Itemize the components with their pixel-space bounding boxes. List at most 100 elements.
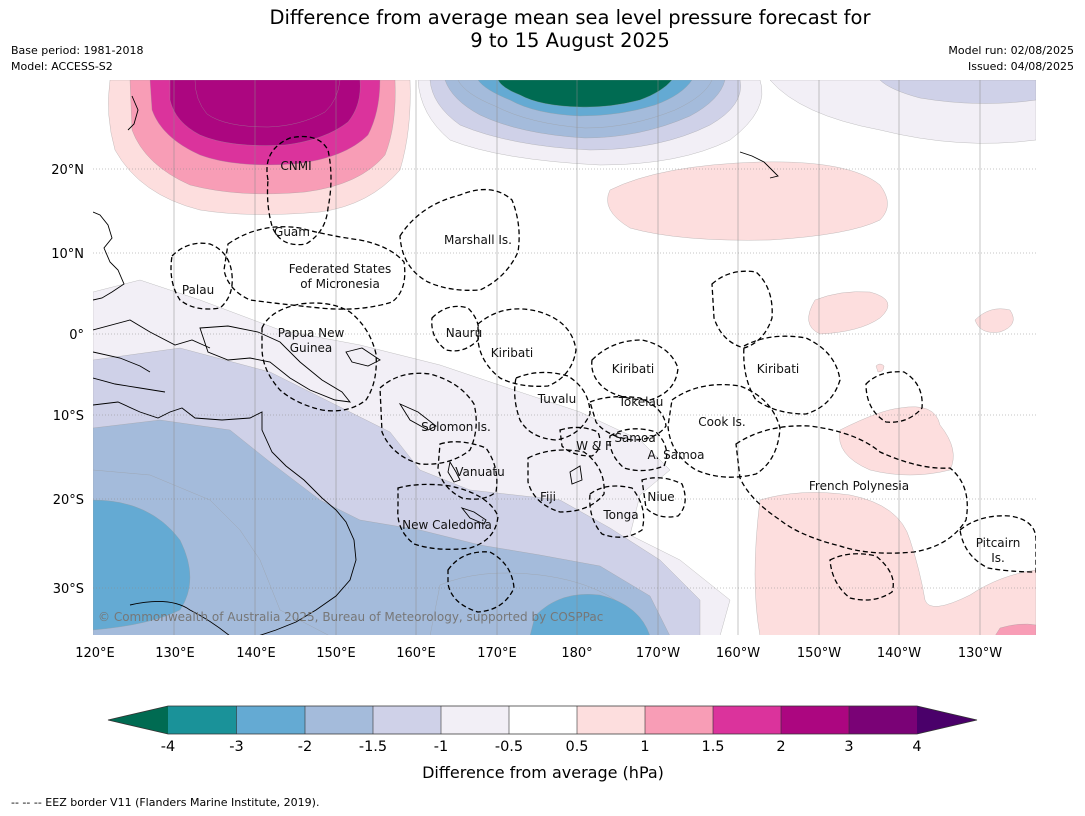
new-britain-coast [345,347,381,367]
eez-niue [641,477,686,518]
graticule [173,80,981,635]
colorbar-label: Difference from average (hPa) [422,763,664,782]
label-samoa: Samoa [614,431,655,445]
anomaly-contour [974,308,1014,333]
copyright-notice: © Commonwealth of Australia 2025, Bureau… [98,610,603,624]
colorbar-swatch [781,706,849,734]
eez-vanuatu [437,441,498,500]
colorbar-high-arrow [917,706,977,734]
eez-kiribati-west [477,308,577,387]
label-wallis-futuna: W & F [576,439,612,453]
anomaly-contour [194,80,341,128]
fiji-coast [569,465,583,485]
eez-tonga [589,485,645,538]
lon-tick: 170°E [477,646,517,661]
lon-tick: 150°W [797,646,841,661]
latitude-tick-labels: 20°N 10°N 0° 10°S 20°S 30°S [51,163,84,597]
anomaly-contour [879,80,1036,104]
eez-solomon [379,372,477,465]
title-line-1: Difference from average mean sea level p… [269,6,871,29]
colorbar-tick: 1 [640,739,649,755]
eez-french-polynesia [735,425,968,554]
label-palau: Palau [182,283,214,297]
label-kiribati-west: Kiribati [491,346,533,360]
lon-tick: 160°W [716,646,760,661]
eez-pitcairn [959,515,1036,573]
low-pressure-southwest [93,279,731,635]
label-png-2: Guinea [290,341,333,355]
label-pitcairn-2: Is. [991,551,1005,565]
eez-cnmi-guam [266,135,332,246]
anomaly-contour [839,406,954,476]
lat-tick: 0° [69,328,84,343]
eez-borders [170,135,1036,613]
map-area: CNMI Guam Marshall Is. Federated States … [93,80,1036,635]
anomaly-contour [995,623,1036,635]
label-niue: Niue [647,490,674,504]
label-tokelau: Tokelau [618,395,664,409]
eez-kiribati-line-north [711,270,773,349]
indonesia-coast [93,319,211,349]
lon-tick: 160°E [396,646,436,661]
longitude-tick-labels: 120°E 130°E 140°E 150°E 160°E 170°E 180°… [75,646,1002,661]
colorbar-swatch [849,706,917,734]
new-guinea-coast [199,325,352,403]
colorbar-tick: -0.5 [495,739,523,755]
anomaly-contour [875,363,885,373]
coastlines [93,95,779,635]
lat-tick: 10°N [51,247,84,262]
label-tuvalu: Tuvalu [537,392,577,406]
taiwan-coast [127,95,139,131]
colorbar: -4 -3 -2 -1.5 -1 -0.5 0.5 1 1.5 2 3 4 Di… [107,705,978,782]
low-pressure-north [417,80,763,166]
label-vanuatu: Vanuatu [455,465,505,479]
low-pressure-northeast [769,80,1036,144]
anomaly-contour [530,594,650,635]
eez-tokelau [589,396,667,441]
vanuatu-coast [447,460,461,483]
eez-cook-islands [667,383,781,478]
parallels [93,168,1036,589]
meta-right: Model run: 02/08/2025 Issued: 04/08/2025 [948,43,1074,75]
label-pitcairn-1: Pitcairn [976,536,1021,550]
label-marshall: Marshall Is. [444,233,512,247]
lon-tick: 120°E [75,646,115,661]
eez-nauru [431,305,480,352]
eez-footnote: -- -- -- EEZ border V11 (Flanders Marine… [11,796,320,809]
colorbar-tick: 3 [844,739,853,755]
high-pressure-northwest [108,80,411,215]
anomaly-contour [93,499,191,631]
colorbar-tick: -1 [434,739,448,755]
australia-coast [93,401,357,635]
label-cnmi: CNMI [280,159,311,173]
anomaly-contour [607,161,888,241]
title-line-2: 9 to 15 August 2025 [470,29,670,52]
label-tonga: Tonga [602,508,638,522]
colorbar-tick: 0.5 [565,739,588,755]
eez-marquesas [865,371,923,423]
lon-tick: 170°W [636,646,680,661]
solomon-islands-coast [398,402,437,431]
base-period: Base period: 1981-2018 [11,44,144,57]
eez-marshall [399,188,520,291]
colorbar-swatch [577,706,645,734]
sulawesi-coast [93,351,151,373]
new-caledonia-coast [460,507,487,525]
lat-tick: 20°N [51,163,84,178]
colorbar-swatch [509,706,577,734]
eez-png [261,302,377,412]
eez-wallis-futuna [559,426,601,457]
label-fsm-2: of Micronesia [300,277,380,291]
model-name: Model: ACCESS-S2 [11,60,113,73]
label-french-polynesia: French Polynesia [809,479,909,493]
colorbar-tick: 1.5 [701,739,724,755]
label-cook: Cook Is. [698,415,745,429]
colorbar-swatch [645,706,713,734]
colorbar-tick: -4 [161,739,175,755]
hawaii-coast [739,151,779,179]
lon-tick: 130°E [155,646,195,661]
colorbar-tick: -1.5 [359,739,387,755]
model-run: Model run: 02/08/2025 [948,44,1074,57]
timor-coast [93,377,166,393]
